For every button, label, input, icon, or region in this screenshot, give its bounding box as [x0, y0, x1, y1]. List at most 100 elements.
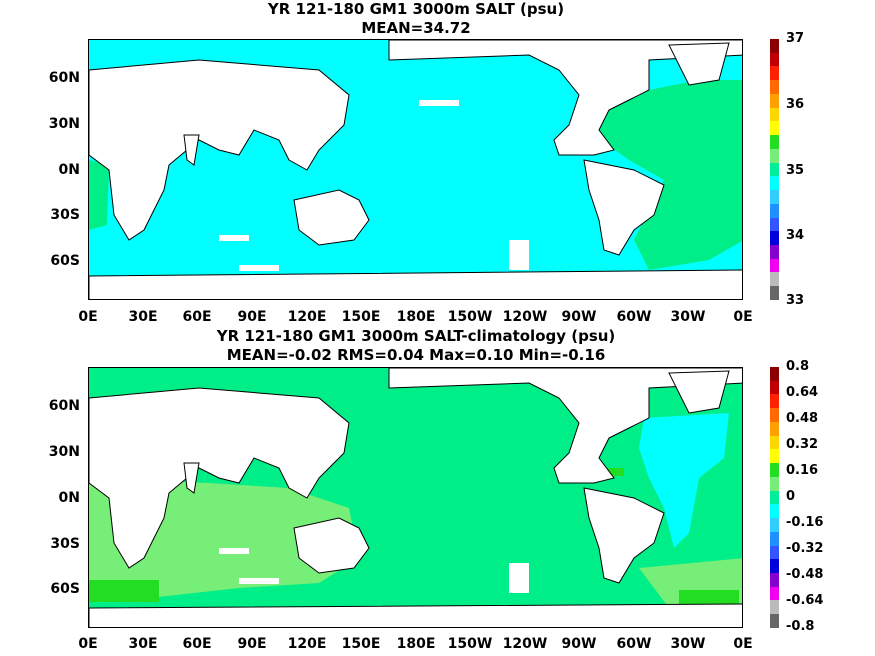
- map2-lon-label: 0E: [733, 636, 753, 652]
- map1-lat-label: 0N: [58, 162, 80, 178]
- map2-lat-label: 30S: [50, 536, 80, 552]
- colorbar-swatch: [770, 217, 779, 232]
- map1-lon-label: 30W: [670, 309, 706, 325]
- map2-colorbar-tick: 0.48: [786, 411, 819, 426]
- map2-lon-label: 60W: [616, 636, 652, 652]
- colorbar-swatch: [770, 39, 779, 53]
- colorbar-swatch: [770, 600, 779, 615]
- colorbar-swatch: [770, 531, 779, 546]
- colorbar-swatch: [770, 449, 779, 464]
- map2-lat-label: 0N: [58, 490, 80, 506]
- map1-colorbar-tick: 34: [786, 228, 805, 243]
- map1-lon-label: 180E: [396, 309, 436, 325]
- map2-lon-label: 150E: [341, 636, 381, 652]
- map2-lon-label: 120W: [502, 636, 548, 652]
- map2-colorbar-tick: -0.8: [786, 619, 815, 634]
- map1-lon-label: 150W: [447, 309, 493, 325]
- colorbar-swatch: [770, 93, 779, 108]
- colorbar-swatch: [770, 463, 779, 477]
- map1-lat-label: 30S: [50, 207, 80, 223]
- colorbar-swatch: [770, 176, 779, 191]
- colorbar-swatch: [770, 394, 779, 409]
- colorbar-swatch: [770, 148, 779, 163]
- map2-colorbar-tick: 0.32: [786, 437, 819, 452]
- colorbar-swatch: [770, 476, 779, 491]
- map1-lat-label: 60N: [48, 70, 80, 86]
- map1-colorbar-tick: 36: [786, 97, 805, 112]
- map1-lon-label: 90W: [561, 309, 597, 325]
- colorbar-swatch: [770, 286, 779, 300]
- colorbar-swatch: [770, 421, 779, 436]
- map2-lon-label: 30E: [128, 636, 158, 652]
- map1-colorbar-tick: 35: [786, 163, 805, 178]
- map2-lon-label: 90E: [237, 636, 267, 652]
- map2-colorbar-tick: 0.64: [786, 385, 819, 400]
- colorbar-swatch: [770, 245, 779, 259]
- map1-lon-label: 0E: [733, 309, 753, 325]
- map1-plot: [88, 39, 743, 300]
- map2-lon-label: 150W: [447, 636, 493, 652]
- map2-lon-label: 180E: [396, 636, 436, 652]
- map1-lon-label: 90E: [237, 309, 267, 325]
- map2-colorbar: [770, 367, 779, 628]
- colorbar-swatch: [770, 559, 779, 574]
- map1-lon-label: 120W: [502, 309, 548, 325]
- colorbar-swatch: [770, 66, 779, 81]
- map1-field: [89, 40, 742, 299]
- map1-lat-label: 30N: [48, 116, 80, 132]
- map2-lon-label: 60E: [182, 636, 212, 652]
- map1-lon-label: 60E: [182, 309, 212, 325]
- map2-field: [89, 368, 742, 627]
- colorbar-swatch: [770, 408, 779, 422]
- colorbar-swatch: [770, 190, 779, 204]
- colorbar-swatch: [770, 545, 779, 560]
- map2-colorbar-tick: 0: [786, 489, 796, 504]
- map1-lon-label: 120E: [287, 309, 327, 325]
- colorbar-swatch: [770, 107, 779, 122]
- map1-title-line2: MEAN=34.72: [361, 19, 471, 37]
- map2-lon-label: 90W: [561, 636, 597, 652]
- colorbar-swatch: [770, 272, 779, 287]
- map1-lon-label: 150E: [341, 309, 381, 325]
- map2-title-line1: YR 121-180 GM1 3000m SALT-climatology (p…: [216, 327, 616, 345]
- colorbar-swatch: [770, 573, 779, 587]
- colorbar-swatch: [770, 504, 779, 519]
- colorbar-swatch: [770, 121, 779, 136]
- map1-colorbar: [770, 39, 779, 300]
- map2-title-line2: MEAN=-0.02 RMS=0.04 Max=0.10 Min=-0.16: [226, 346, 606, 364]
- colorbar-swatch: [770, 380, 779, 395]
- colorbar-swatch: [770, 490, 779, 505]
- colorbar-swatch: [770, 135, 779, 149]
- colorbar-swatch: [770, 518, 779, 532]
- colorbar-swatch: [770, 80, 779, 94]
- map1-colorbar-tick: 33: [786, 293, 805, 308]
- colorbar-swatch: [770, 367, 779, 381]
- colorbar-swatch: [770, 52, 779, 67]
- colorbar-swatch: [770, 586, 779, 601]
- map2-lat-label: 60S: [50, 581, 80, 597]
- colorbar-swatch: [770, 614, 779, 628]
- map2-lon-label: 120E: [287, 636, 327, 652]
- map2-lat-label: 30N: [48, 444, 80, 460]
- map2-plot: [88, 367, 743, 628]
- map1-lon-label: 30E: [128, 309, 158, 325]
- map2-colorbar-tick: -0.16: [786, 515, 824, 530]
- map2-colorbar-tick: 0.16: [786, 463, 819, 478]
- map2-colorbar-tick: -0.64: [786, 593, 824, 608]
- colorbar-swatch: [770, 203, 779, 218]
- map1-title-line1: YR 121-180 GM1 3000m SALT (psu): [267, 0, 565, 18]
- colorbar-swatch: [770, 162, 779, 177]
- colorbar-swatch: [770, 231, 779, 246]
- map1-lon-label: 60W: [616, 309, 652, 325]
- map1-colorbar-tick: 37: [786, 31, 805, 46]
- map2-lon-label: 0E: [78, 636, 98, 652]
- map2-colorbar-tick: -0.48: [786, 567, 824, 582]
- map1-lat-label: 60S: [50, 253, 80, 269]
- map2-lat-label: 60N: [48, 398, 80, 414]
- map2-colorbar-tick: -0.32: [786, 541, 824, 556]
- colorbar-swatch: [770, 258, 779, 273]
- map2-colorbar-tick: 0.8: [786, 359, 810, 374]
- map1-lon-label: 0E: [78, 309, 98, 325]
- colorbar-swatch: [770, 435, 779, 450]
- map2-lon-label: 30W: [670, 636, 706, 652]
